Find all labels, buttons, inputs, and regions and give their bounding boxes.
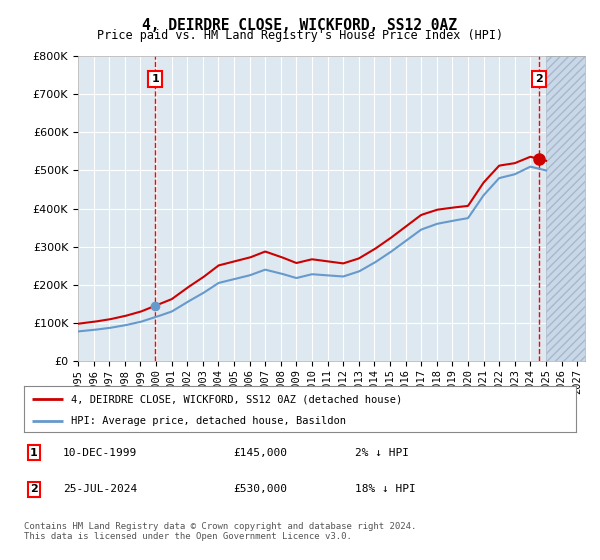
- Text: Price paid vs. HM Land Registry's House Price Index (HPI): Price paid vs. HM Land Registry's House …: [97, 29, 503, 42]
- Text: 2: 2: [30, 484, 38, 494]
- Text: Contains HM Land Registry data © Crown copyright and database right 2024.
This d: Contains HM Land Registry data © Crown c…: [24, 522, 416, 542]
- Text: 4, DEIRDRE CLOSE, WICKFORD, SS12 0AZ (detached house): 4, DEIRDRE CLOSE, WICKFORD, SS12 0AZ (de…: [71, 394, 402, 404]
- Text: HPI: Average price, detached house, Basildon: HPI: Average price, detached house, Basi…: [71, 416, 346, 426]
- Text: 1: 1: [151, 74, 159, 84]
- Text: 18% ↓ HPI: 18% ↓ HPI: [355, 484, 416, 494]
- Text: 1: 1: [30, 448, 38, 458]
- Text: £530,000: £530,000: [234, 484, 288, 494]
- Text: £145,000: £145,000: [234, 448, 288, 458]
- Text: 25-JUL-2024: 25-JUL-2024: [62, 484, 137, 494]
- Bar: [546, 56, 585, 361]
- Text: 2: 2: [535, 74, 543, 84]
- Text: 4, DEIRDRE CLOSE, WICKFORD, SS12 0AZ: 4, DEIRDRE CLOSE, WICKFORD, SS12 0AZ: [143, 18, 458, 33]
- Text: 10-DEC-1999: 10-DEC-1999: [62, 448, 137, 458]
- Text: 2% ↓ HPI: 2% ↓ HPI: [355, 448, 409, 458]
